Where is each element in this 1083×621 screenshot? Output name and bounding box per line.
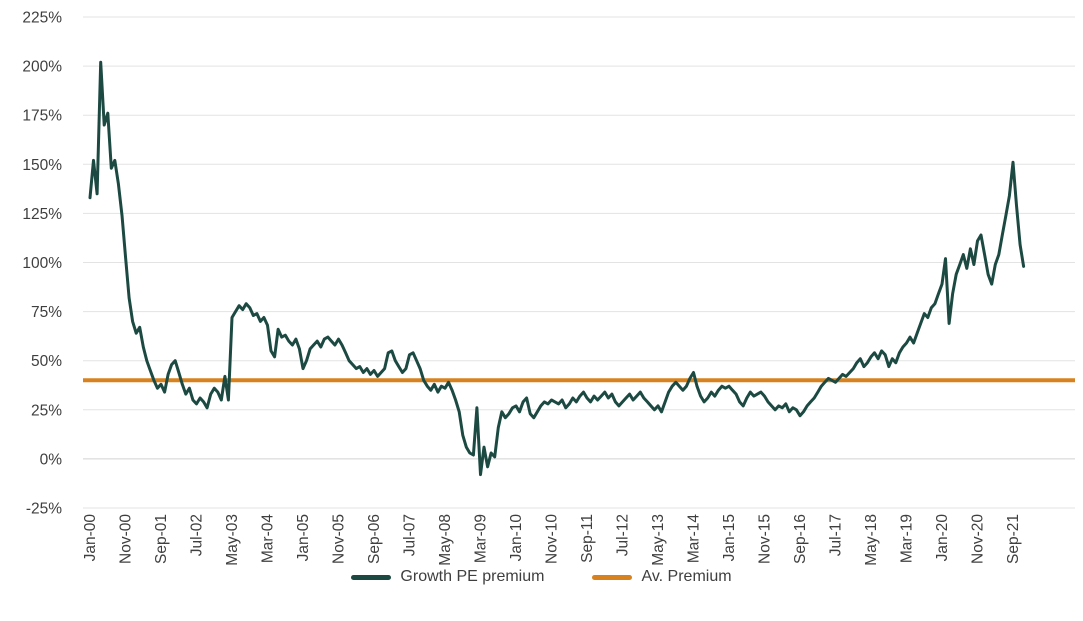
chart-legend: Growth PE premium Av. Premium xyxy=(0,568,1083,586)
x-axis-tick-label: May-18 xyxy=(863,514,880,566)
y-axis-tick-label: 150% xyxy=(22,157,62,174)
y-axis-tick-label: 175% xyxy=(22,108,62,125)
x-axis-tick-label: Jan-00 xyxy=(82,514,99,562)
y-axis-tick-label: 75% xyxy=(31,304,62,321)
legend-item-growth-pe-premium: Growth PE premium xyxy=(351,568,544,586)
legend-label-growth-pe-premium: Growth PE premium xyxy=(400,568,545,585)
y-axis-tick-label: 125% xyxy=(22,206,62,223)
x-axis-tick-label: Jul-07 xyxy=(402,514,419,556)
y-axis-tick-label: 200% xyxy=(22,59,62,76)
x-axis-tick-label: Nov-15 xyxy=(757,514,774,564)
x-axis-tick-label: Jul-12 xyxy=(615,514,632,556)
x-axis-tick-label: Nov-05 xyxy=(331,514,348,564)
x-axis-tick-label: Nov-20 xyxy=(970,514,987,564)
x-axis-tick-label: May-03 xyxy=(224,514,241,566)
av-premium-line-swatch xyxy=(592,574,633,580)
x-axis-tick-label: Sep-11 xyxy=(579,514,596,563)
x-axis-tick-label: Mar-04 xyxy=(260,514,277,563)
x-axis-tick-label: Mar-14 xyxy=(686,514,703,563)
x-axis-tick-label: Sep-01 xyxy=(153,514,170,564)
x-axis-tick-label: Nov-10 xyxy=(544,514,561,564)
y-axis-tick-label: 25% xyxy=(31,402,62,419)
x-axis-tick-label: Mar-19 xyxy=(899,514,916,563)
x-axis-tick-label: Sep-16 xyxy=(792,514,809,564)
y-axis-tick-label: 0% xyxy=(40,451,63,468)
x-axis-tick-label: Mar-09 xyxy=(473,514,490,563)
x-axis-tick-label: Jul-17 xyxy=(828,514,845,556)
legend-label-av-premium: Av. Premium xyxy=(641,568,732,585)
y-axis-tick-label: 50% xyxy=(31,353,62,370)
x-axis-tick-label: Nov-00 xyxy=(118,514,135,564)
x-axis-tick-label: Jan-15 xyxy=(721,514,738,561)
growth-pe-premium-line xyxy=(88,60,1026,477)
x-axis-tick-label: May-08 xyxy=(437,514,454,566)
x-axis-tick-label: Jan-10 xyxy=(508,514,525,562)
legend-item-av-premium: Av. Premium xyxy=(592,568,732,586)
x-axis-tick-label: Sep-06 xyxy=(366,514,383,564)
y-axis-tick-label: -25% xyxy=(26,501,62,518)
x-axis-tick-label: Sep-21 xyxy=(1005,514,1022,564)
x-axis-tick-label: Jan-05 xyxy=(295,514,312,561)
growth-pe-premium-line-swatch xyxy=(351,574,392,580)
x-axis-tick-label: Jan-20 xyxy=(934,514,951,562)
y-axis-tick-label: 225% xyxy=(22,10,62,27)
y-axis-tick-label: 100% xyxy=(22,255,62,272)
x-axis-tick-label: Jul-02 xyxy=(189,514,206,556)
x-axis-tick-label: May-13 xyxy=(650,514,667,566)
